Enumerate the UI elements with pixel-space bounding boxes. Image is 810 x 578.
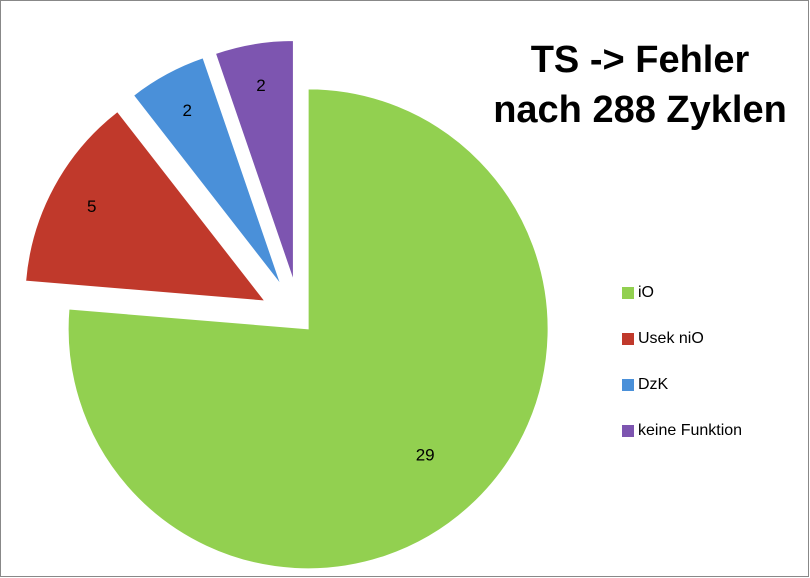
data-label: 5 — [87, 197, 96, 216]
chart-title: nach 288 Zyklen — [493, 89, 787, 131]
data-label: 29 — [416, 445, 435, 464]
legend-label: Usek niO — [638, 330, 704, 347]
legend-swatch — [622, 379, 634, 391]
pie-slice — [214, 40, 294, 281]
legend-swatch — [622, 287, 634, 299]
pie-slice — [67, 88, 549, 570]
legend-swatch — [622, 425, 634, 437]
legend-label: keine Funktion — [638, 422, 742, 439]
pie-slice — [25, 110, 266, 302]
legend-label: DzK — [638, 376, 669, 393]
legend-label: iO — [638, 284, 654, 301]
data-label: 2 — [183, 101, 192, 120]
chart-title: TS -> Fehler — [531, 39, 750, 81]
legend-swatch — [622, 333, 634, 345]
data-label: 2 — [256, 76, 265, 95]
pie-slice — [132, 57, 282, 286]
